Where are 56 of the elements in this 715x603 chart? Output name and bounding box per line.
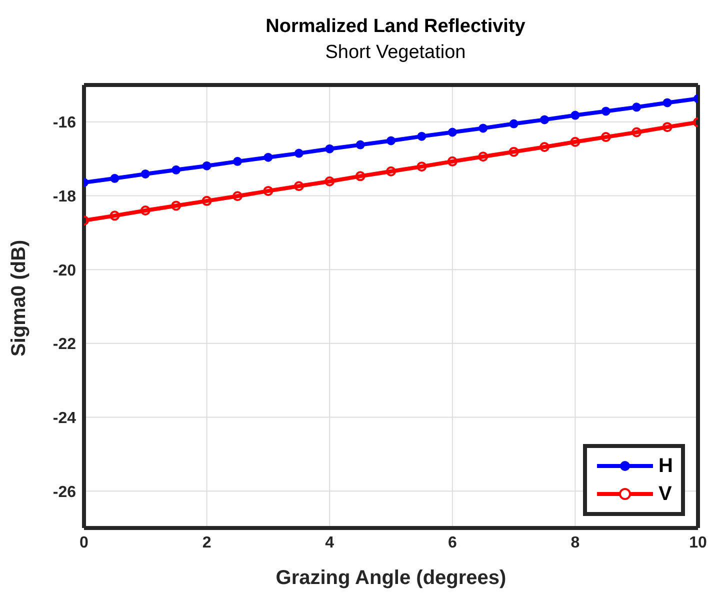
point: [356, 140, 365, 150]
y-tick-label: -26: [52, 484, 76, 501]
point: [232, 191, 242, 202]
point: [233, 156, 242, 166]
point: [110, 174, 120, 183]
point: [570, 110, 580, 120]
point: [601, 106, 610, 116]
chart-subtitle: Short Vegetation: [324, 42, 467, 64]
y-tick-label: -18: [52, 188, 76, 206]
point: [202, 161, 212, 170]
point: [662, 98, 672, 108]
y-tick-label: -24: [52, 410, 76, 427]
y-tick-label: -16: [52, 114, 76, 132]
point: [508, 146, 519, 157]
point: [324, 176, 335, 186]
point: [264, 152, 273, 162]
point: [202, 196, 212, 206]
point: [294, 181, 304, 192]
y-tick-label: -20: [52, 262, 76, 280]
point: [540, 115, 549, 124]
point: [416, 162, 427, 172]
y-tick-label: -22: [52, 336, 76, 354]
point: [325, 144, 334, 154]
point: [662, 122, 672, 132]
y-axis-title: Sigma0 (dB): [8, 240, 30, 356]
point: [478, 124, 488, 133]
point: [140, 206, 150, 216]
point: [355, 171, 366, 182]
point: [110, 210, 120, 221]
point: [171, 200, 182, 211]
point: [570, 136, 580, 147]
point: [263, 186, 274, 196]
legend-label: H: [658, 454, 673, 478]
point: [386, 136, 396, 146]
point: [448, 128, 457, 137]
x-tick-label: 6: [448, 534, 457, 552]
x-tick-label: 2: [202, 534, 212, 552]
point: [294, 148, 304, 158]
x-tick-label: 8: [570, 534, 580, 552]
point: [540, 142, 550, 152]
x-tick-label: 4: [325, 534, 334, 552]
x-tick-label: 10: [689, 534, 707, 552]
point: [600, 132, 611, 142]
point: [478, 152, 488, 162]
legend-label: V: [658, 482, 672, 506]
x-axis-title: Grazing Angle (degrees): [276, 567, 506, 589]
point: [172, 165, 181, 174]
chart-title: Normalized Land Reflectivity: [264, 16, 526, 38]
point: [140, 169, 150, 178]
point: [632, 102, 642, 112]
point: [509, 119, 518, 128]
point: [417, 132, 426, 141]
point: [386, 166, 396, 176]
point: [632, 127, 642, 138]
x-tick-label: 0: [80, 534, 89, 552]
point: [447, 156, 458, 166]
